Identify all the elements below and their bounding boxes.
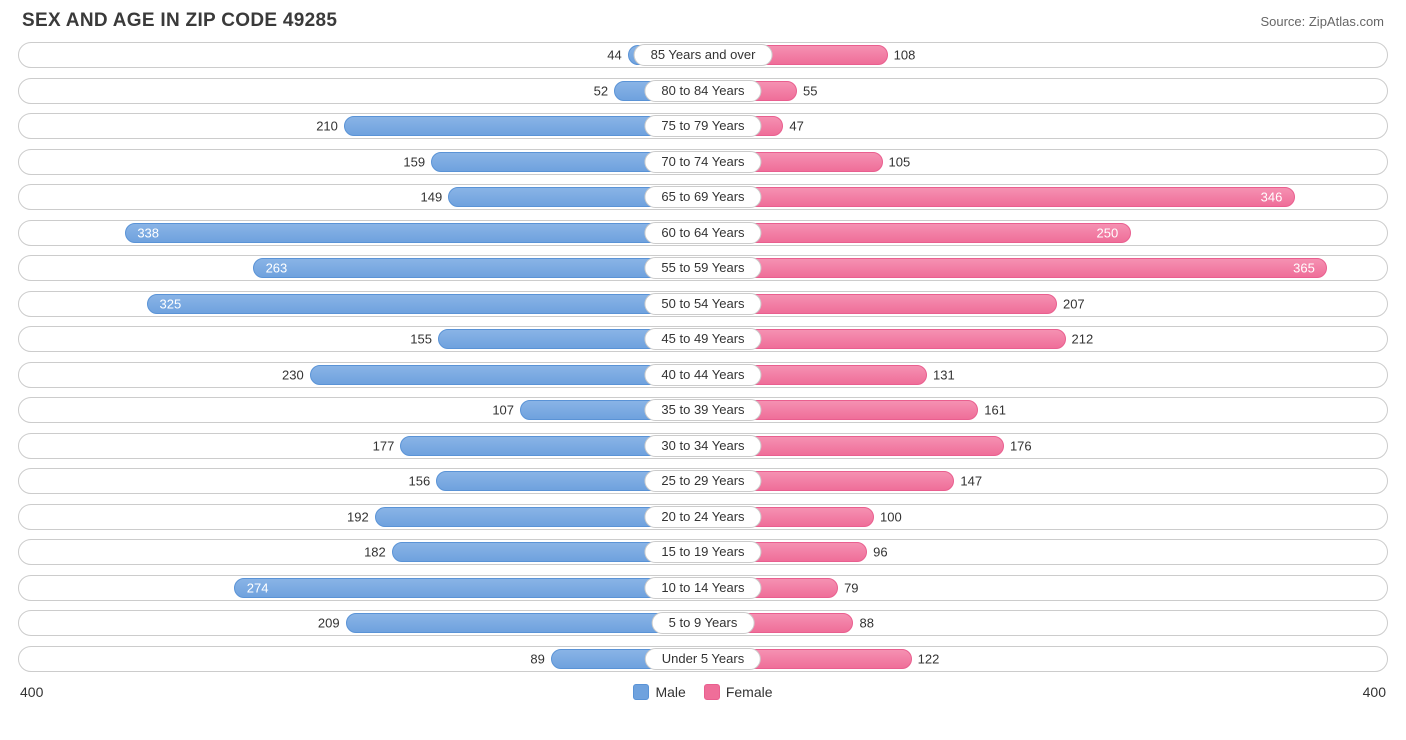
male-value: 274 [247, 580, 269, 595]
pyramid-row: 155 212 45 to 49 Years [18, 326, 1388, 352]
male-value: 89 [530, 651, 544, 666]
pyramid-row: 338 250 60 to 64 Years [18, 220, 1388, 246]
pyramid-row: 230 131 40 to 44 Years [18, 362, 1388, 388]
female-value: 147 [960, 474, 982, 489]
age-category-label: 60 to 64 Years [644, 222, 761, 244]
female-value: 365 [1293, 261, 1315, 276]
age-category-label: 15 to 19 Years [644, 541, 761, 563]
age-category-label: 5 to 9 Years [652, 612, 755, 634]
female-value: 212 [1072, 332, 1094, 347]
pyramid-row: 209 88 5 to 9 Years [18, 610, 1388, 636]
pyramid-row: 274 79 10 to 14 Years [18, 575, 1388, 601]
pyramid-row: 149 346 65 to 69 Years [18, 184, 1388, 210]
female-value: 161 [984, 403, 1006, 418]
female-value: 47 [789, 119, 803, 134]
age-category-label: 50 to 54 Years [644, 293, 761, 315]
male-value: 159 [403, 154, 425, 169]
male-bar [234, 578, 703, 598]
male-value: 44 [607, 48, 621, 63]
female-value: 100 [880, 509, 902, 524]
pyramid-row: 177 176 30 to 34 Years [18, 433, 1388, 459]
pyramid-row: 210 47 75 to 79 Years [18, 113, 1388, 139]
male-value: 230 [282, 367, 304, 382]
female-bar [703, 223, 1131, 243]
male-value: 107 [492, 403, 514, 418]
legend-male: Male [633, 684, 685, 700]
chart-header: SEX AND AGE IN ZIP CODE 49285 Source: Zi… [18, 10, 1388, 32]
age-category-label: 85 Years and over [634, 44, 773, 66]
population-pyramid-chart: 44 108 85 Years and over 52 55 80 to 84 Years… [18, 42, 1388, 672]
age-category-label: 75 to 79 Years [644, 115, 761, 137]
age-category-label: 55 to 59 Years [644, 257, 761, 279]
female-value: 207 [1063, 296, 1085, 311]
male-value: 177 [373, 438, 395, 453]
male-value: 263 [266, 261, 288, 276]
age-category-label: 45 to 49 Years [644, 328, 761, 350]
age-category-label: 25 to 29 Years [644, 470, 761, 492]
male-value: 182 [364, 545, 386, 560]
pyramid-row: 159 105 70 to 74 Years [18, 149, 1388, 175]
male-value: 209 [318, 616, 340, 631]
male-value: 325 [160, 296, 182, 311]
age-category-label: 70 to 74 Years [644, 151, 761, 173]
pyramid-row: 107 161 35 to 39 Years [18, 397, 1388, 423]
age-category-label: 20 to 24 Years [644, 506, 761, 528]
age-category-label: 35 to 39 Years [644, 399, 761, 421]
pyramid-row: 192 100 20 to 24 Years [18, 504, 1388, 530]
legend-female: Female [704, 684, 773, 700]
female-value: 122 [918, 651, 940, 666]
female-value: 88 [859, 616, 873, 631]
pyramid-row: 89 122 Under 5 Years [18, 646, 1388, 672]
male-value: 155 [410, 332, 432, 347]
axis-max-right: 400 [1363, 684, 1386, 700]
female-value: 108 [894, 48, 916, 63]
male-bar [346, 613, 703, 633]
age-category-label: 30 to 34 Years [644, 435, 761, 457]
female-value: 176 [1010, 438, 1032, 453]
pyramid-row: 52 55 80 to 84 Years [18, 78, 1388, 104]
female-bar [703, 187, 1295, 207]
male-value: 52 [594, 83, 608, 98]
male-swatch-icon [633, 684, 649, 700]
male-value: 149 [421, 190, 443, 205]
chart-source: Source: ZipAtlas.com [1260, 14, 1384, 29]
female-value: 96 [873, 545, 887, 560]
legend-female-label: Female [726, 684, 773, 700]
pyramid-row: 325 207 50 to 54 Years [18, 291, 1388, 317]
male-bar [253, 258, 703, 278]
female-value: 55 [803, 83, 817, 98]
chart-title: SEX AND AGE IN ZIP CODE 49285 [22, 10, 337, 32]
pyramid-row: 44 108 85 Years and over [18, 42, 1388, 68]
legend-male-label: Male [655, 684, 685, 700]
age-category-label: 65 to 69 Years [644, 186, 761, 208]
male-value: 338 [137, 225, 159, 240]
axis-max-left: 400 [20, 684, 43, 700]
female-value: 131 [933, 367, 955, 382]
age-category-label: 80 to 84 Years [644, 80, 761, 102]
male-value: 210 [316, 119, 338, 134]
female-bar [703, 258, 1327, 278]
male-bar [147, 294, 703, 314]
female-value: 346 [1261, 190, 1283, 205]
chart-footer: 400 Male Female 400 [18, 681, 1388, 703]
age-category-label: 40 to 44 Years [644, 364, 761, 386]
female-swatch-icon [704, 684, 720, 700]
age-category-label: 10 to 14 Years [644, 577, 761, 599]
age-category-label: Under 5 Years [645, 648, 761, 670]
pyramid-row: 182 96 15 to 19 Years [18, 539, 1388, 565]
male-value: 192 [347, 509, 369, 524]
female-value: 79 [844, 580, 858, 595]
male-bar [125, 223, 703, 243]
legend: Male Female [633, 684, 772, 700]
male-value: 156 [409, 474, 431, 489]
female-value: 105 [889, 154, 911, 169]
pyramid-row: 156 147 25 to 29 Years [18, 468, 1388, 494]
pyramid-row: 263 365 55 to 59 Years [18, 255, 1388, 281]
female-value: 250 [1097, 225, 1119, 240]
